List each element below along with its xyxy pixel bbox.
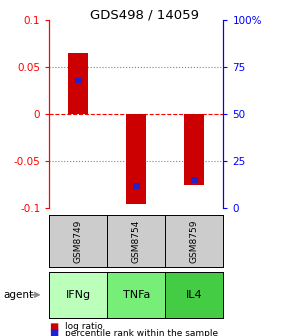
Bar [191,177,198,183]
Bar [68,53,88,114]
Text: log ratio: log ratio [65,322,103,331]
Text: ■: ■ [49,322,59,332]
Bar [184,114,204,185]
Text: GSM8749: GSM8749 [74,219,83,263]
Text: percentile rank within the sample: percentile rank within the sample [65,329,218,336]
Bar [75,78,82,83]
Text: agent: agent [3,290,33,300]
Text: GDS498 / 14059: GDS498 / 14059 [90,8,200,22]
Text: IL4: IL4 [186,290,203,300]
Text: GSM8754: GSM8754 [132,219,141,263]
Text: IFNg: IFNg [66,290,91,300]
Text: TNFa: TNFa [123,290,150,300]
Text: ■: ■ [49,328,59,336]
Text: GSM8759: GSM8759 [190,219,199,263]
Bar [133,183,140,188]
Bar [126,114,146,204]
